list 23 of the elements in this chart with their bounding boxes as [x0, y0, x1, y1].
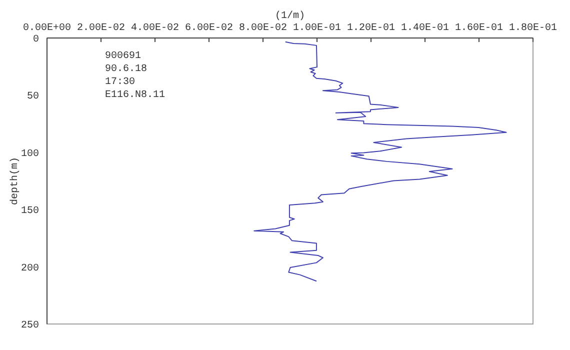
annotation: 90.6.18	[105, 64, 148, 75]
line-series	[254, 41, 507, 282]
x-tick-label: 0.00E+00	[22, 23, 72, 34]
y-tick-label: 100	[20, 148, 39, 160]
x-tick-label: 8.00E-02	[238, 23, 288, 34]
y-tick-label: 250	[20, 320, 39, 332]
annotation: 900691	[105, 51, 142, 62]
x-tick-label: 1.20E-01	[346, 23, 396, 34]
x-tick-label: 1.80E-01	[508, 23, 558, 34]
x-tick-label: 2.00E-02	[76, 23, 126, 34]
y-tick-label: 200	[20, 263, 39, 274]
x-tick-label: 1.60E-01	[454, 23, 504, 34]
x-tick-label: 6.00E-02	[184, 23, 234, 34]
x-tick-label: 1.40E-01	[400, 23, 450, 34]
x-axis-title: (1/m)	[274, 10, 306, 22]
annotation: E116.N8.11	[105, 90, 166, 101]
x-tick-label: 1.00E-01	[292, 23, 342, 34]
y-tick-label: 50	[26, 92, 39, 103]
y-tick-label: 0	[32, 34, 39, 46]
y-axis-title: depth(m)	[9, 156, 21, 206]
y-tick-label: 150	[20, 206, 39, 218]
annotation: 17:30	[105, 77, 136, 88]
x-tick-label: 4.00E-02	[130, 23, 180, 34]
